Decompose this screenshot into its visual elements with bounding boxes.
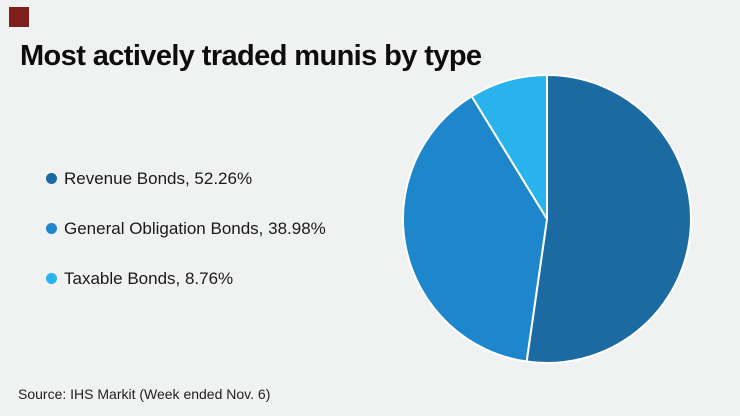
- legend-label-revenue-bonds: Revenue Bonds, 52.26%: [64, 168, 253, 188]
- chart-title: Most actively traded munis by type: [20, 40, 482, 72]
- pie-chart-svg: [402, 74, 693, 364]
- pie-slice-taxable-bonds: [470, 74, 548, 220]
- legend-bullet-general-obligation-bonds: [46, 223, 57, 234]
- legend-item-revenue-bonds: Revenue Bonds, 52.26%: [46, 168, 326, 189]
- source-note: Source: IHS Markit (Week ended Nov. 6): [18, 386, 271, 402]
- pie-slice-general-obligation-bonds: [402, 95, 548, 363]
- legend-label-taxable-bonds: Taxable Bonds, 8.76%: [64, 268, 234, 288]
- pie-chart: [401, 73, 693, 365]
- legend-item-general-obligation-bonds: General Obligation Bonds, 38.98%: [46, 218, 326, 239]
- legend-label-general-obligation-bonds: General Obligation Bonds, 38.98%: [64, 218, 326, 238]
- legend-bullet-revenue-bonds: [46, 173, 57, 184]
- legend-item-taxable-bonds: Taxable Bonds, 8.76%: [46, 268, 326, 289]
- brand-mark: [9, 7, 29, 27]
- legend-bullet-taxable-bonds: [46, 273, 57, 284]
- pie-slice-revenue-bonds: [525, 74, 693, 364]
- legend: Revenue Bonds, 52.26% General Obligation…: [46, 168, 326, 289]
